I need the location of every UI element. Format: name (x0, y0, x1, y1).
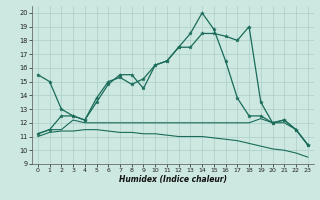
X-axis label: Humidex (Indice chaleur): Humidex (Indice chaleur) (119, 175, 227, 184)
